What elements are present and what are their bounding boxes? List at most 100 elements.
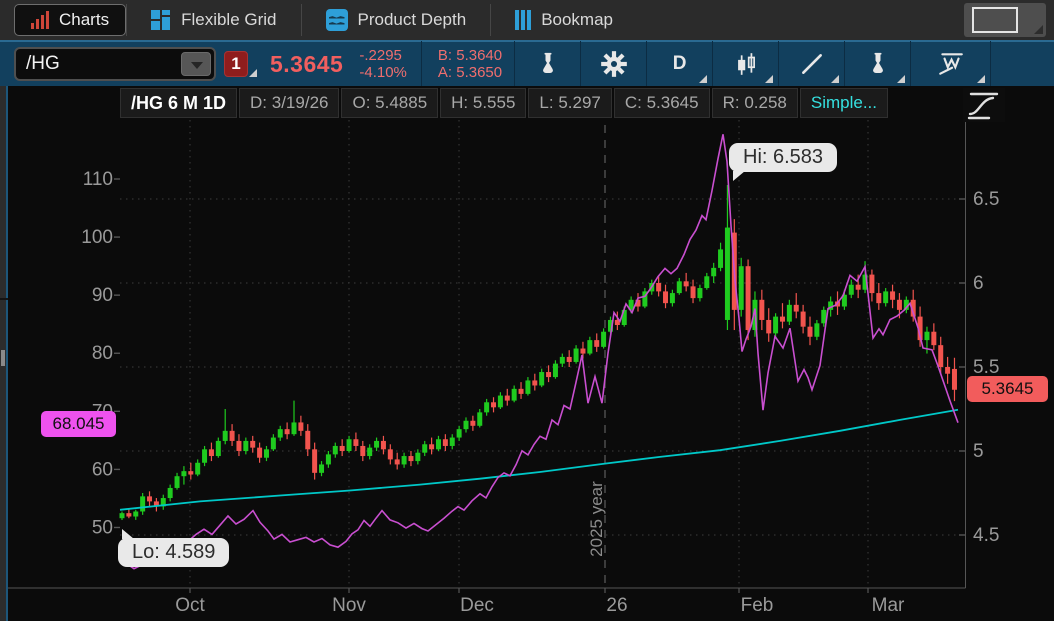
study-label[interactable]: Simple... [799,88,889,118]
alert-badge[interactable]: 1 [224,51,248,77]
bid-ask-block: B: 5.3640 A: 5.3650 [438,47,502,81]
timeframe-label: D [672,53,687,74]
svg-text:80: 80 [92,343,113,364]
chart-title: /HG 6 M 1D [120,88,238,118]
bar-chart-icon [31,11,49,29]
price-change-block: -.2295 -4.10% [359,47,407,81]
layout-grid-button[interactable] [964,3,1046,37]
last-price-bubble: 5.3645 [967,376,1048,402]
tab-separator [490,4,492,36]
svg-text:Dec: Dec [460,595,494,616]
badge-corner-icon [249,69,257,77]
chart-type-button[interactable] [712,41,778,87]
svg-text:110: 110 [83,169,113,190]
drawing-tools-button[interactable] [778,41,844,87]
left-sidebar-collapsed[interactable] [0,86,8,621]
svg-text:Nov: Nov [332,595,366,616]
svg-text:Mar: Mar [872,595,905,616]
bid-price: B: 5.3640 [437,47,503,64]
chart-panel: 110 100 90 80 70 60 50 6.5 6 5.5 5 4.5 O… [0,86,1054,621]
symbol-input-box [14,47,216,81]
gear-icon [600,51,627,77]
tab-charts[interactable]: Charts [14,4,127,36]
scale-mode-button[interactable] [963,88,1005,122]
studies-button[interactable] [844,41,910,87]
settings-button[interactable] [580,41,646,87]
pattern-w-icon [938,53,963,75]
left-axis-labels: 110 100 90 80 70 60 50 [81,169,120,538]
svg-text:60: 60 [92,459,113,480]
x-axis-labels: Oct Nov Dec 26 Feb Mar [175,588,905,616]
price-change-percent: -4.10% [359,64,407,81]
svg-text:6: 6 [973,273,984,294]
trendline-icon [801,54,822,74]
tab-flexible-grid-label: Flexible Grid [181,10,277,29]
ohlc-date: D: 3/19/26 [239,88,340,118]
sma-line [119,408,959,511]
timeframe-button[interactable]: D [646,41,712,87]
candles-layer [119,185,957,521]
comparison-price-bubble: 68.045 [41,411,116,437]
svg-text:5.5: 5.5 [973,357,999,378]
flexible-grid-icon [151,10,171,30]
product-depth-icon [325,9,348,31]
tab-separator [126,4,128,36]
ask-price: A: 5.3650 [437,64,503,81]
ohlc-open: O: 5.4885 [341,88,439,118]
ohlc-header-bar: /HG 6 M 1D D: 3/19/26 O: 5.4885 H: 5.555… [120,88,889,118]
ohlc-close: C: 5.3645 [613,88,710,118]
ohlc-range: R: 0.258 [711,88,798,118]
price-chart-canvas[interactable]: 110 100 90 80 70 60 50 6.5 6 5.5 5 4.5 O… [0,86,1054,621]
last-price: 5.3645 [270,50,344,77]
dropdown-corner-icon [831,75,840,83]
year-divider-label: 2025 year [587,481,606,557]
comparison-line [121,134,959,570]
tab-separator [300,4,302,36]
tab-flexible-grid[interactable]: Flexible Grid [127,0,300,40]
svg-text:26: 26 [606,595,627,616]
dropdown-corner-icon [897,75,906,83]
analyze-button[interactable] [514,41,580,87]
dropdown-corner-icon [977,75,986,83]
tab-product-depth[interactable]: Product Depth [302,0,491,40]
ohlc-low: L: 5.297 [528,88,612,118]
svg-text:Feb: Feb [741,595,774,616]
high-tooltip: Hi: 6.583 [729,143,838,181]
low-tooltip: Lo: 4.589 [118,529,230,567]
dropdown-corner-icon [699,75,708,83]
svg-text:90: 90 [92,285,113,306]
toolbar-separator [990,41,992,87]
curve-scale-icon [967,92,999,120]
horizontal-gridlines [120,198,963,536]
chart-toolbar: 1 5.3645 -.2295 -4.10% B: 5.3640 A: 5.36… [0,40,1054,87]
axis-frame [8,120,966,589]
svg-text:5: 5 [973,441,984,462]
vertical-gridlines [189,110,869,588]
svg-text:6.5: 6.5 [973,189,999,210]
flask-icon [872,52,883,73]
svg-text:Oct: Oct [175,595,205,616]
ohlc-high: H: 5.555 [440,88,527,118]
sidebar-drag-handle[interactable] [1,350,5,366]
tab-product-depth-label: Product Depth [357,10,467,29]
sidebar-divider [0,298,8,300]
svg-text:4.5: 4.5 [973,525,999,546]
bookmap-icon [515,10,532,30]
svg-text:50: 50 [92,517,113,538]
flask-icon [542,52,553,73]
dropdown-corner-icon [765,75,774,83]
patterns-button[interactable] [910,41,990,87]
tab-charts-label: Charts [59,10,110,29]
right-axis-labels: 6.5 6 5.5 5 4.5 [959,189,999,546]
symbol-dropdown-button[interactable] [181,52,211,76]
dropdown-corner-icon [1034,25,1043,34]
tab-bar: Charts Flexible Grid Product Depth Bookm… [0,0,1054,40]
toolbar-separator [420,41,422,87]
price-change: -.2295 [359,47,402,64]
candlestick-icon [737,53,755,75]
tab-bookmap-label: Bookmap [541,10,614,29]
tab-bookmap[interactable]: Bookmap [491,0,637,40]
layout-rectangle-icon [972,7,1018,33]
symbol-input[interactable] [16,53,156,75]
